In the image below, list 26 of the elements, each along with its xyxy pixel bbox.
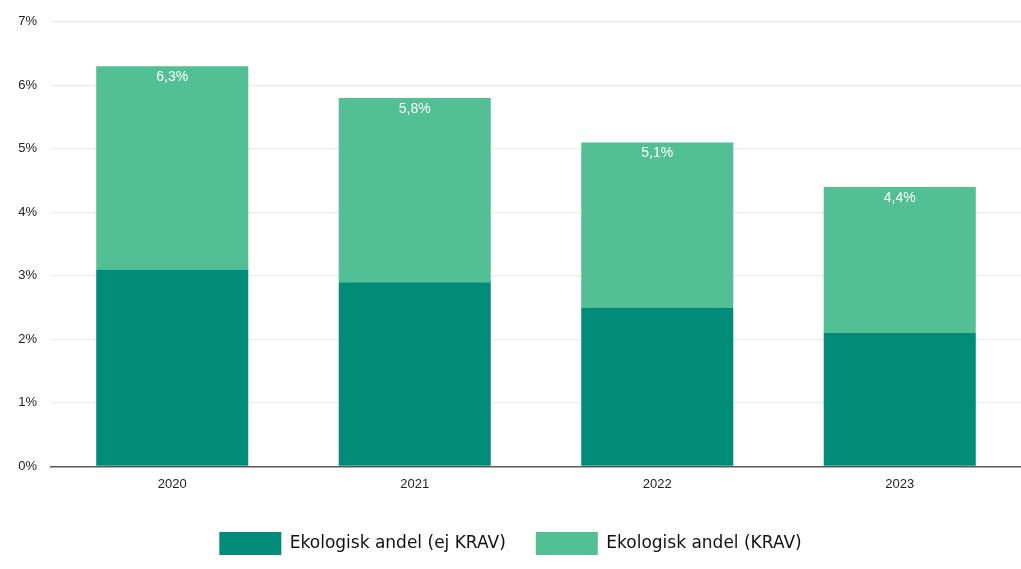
x-tick-label: 2023 [885,475,915,491]
bar [338,98,491,283]
x-tick-label: 2020 [157,475,187,491]
total-label: 5,8% [398,99,431,116]
bar [581,142,734,308]
y-tick-label: 7% [18,13,38,29]
y-tick-label: 1% [18,394,38,410]
bar [823,333,976,466]
legend-label: Ekologisk andel (ej KRAV) [289,531,506,552]
total-label: 6,3% [156,68,189,85]
bar [338,282,491,466]
legend-label: Ekologisk andel (KRAV) [606,531,802,552]
bar [96,66,249,270]
bar [96,269,249,466]
y-tick-label: 3% [18,267,38,283]
y-tick-label: 2% [18,330,38,346]
total-label: 4,4% [883,188,916,205]
x-tick-label: 2022 [642,475,672,491]
total-label: 5,1% [641,144,674,161]
y-tick-label: 4% [18,203,38,219]
y-tick-label: 5% [18,140,38,156]
y-tick-label: 0% [18,457,38,473]
bar [581,307,734,466]
y-tick-label: 6% [18,76,38,92]
x-tick-label: 2021 [400,475,430,491]
bar [823,186,976,334]
